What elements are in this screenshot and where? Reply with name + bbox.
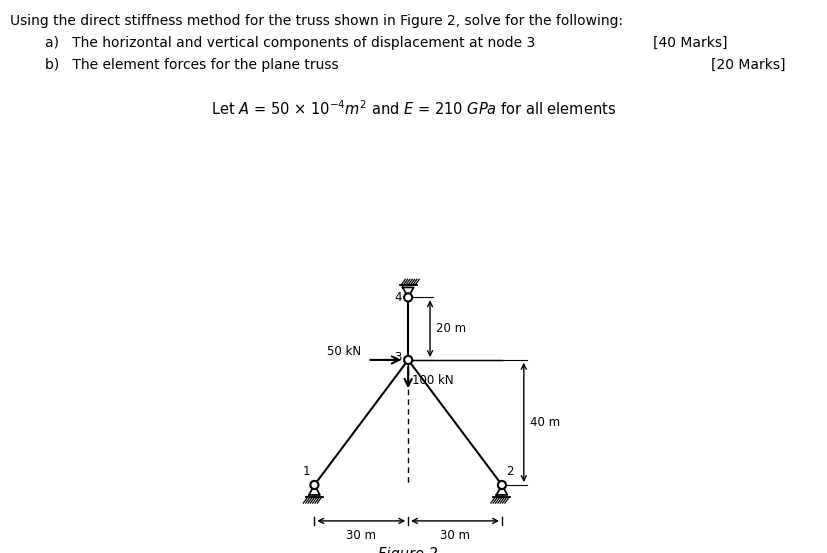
Text: 40 m: 40 m	[530, 416, 560, 429]
Text: 3: 3	[394, 351, 401, 364]
Text: 1: 1	[302, 465, 309, 478]
Text: [20 Marks]: [20 Marks]	[711, 58, 786, 72]
Text: 4: 4	[394, 291, 402, 304]
Circle shape	[404, 293, 412, 301]
Text: Figure 2: Figure 2	[378, 547, 438, 553]
Text: [40 Marks]: [40 Marks]	[653, 36, 728, 50]
Text: Let $A$ = 50 × 10$^{-4}$$m^2$ and $E$ = 210 $GPa$ for all elements: Let $A$ = 50 × 10$^{-4}$$m^2$ and $E$ = …	[211, 100, 616, 118]
Circle shape	[498, 481, 506, 489]
Circle shape	[404, 356, 412, 364]
Text: 50 kN: 50 kN	[327, 346, 361, 358]
Text: b)   The element forces for the plane truss: b) The element forces for the plane trus…	[45, 58, 339, 72]
Text: Using the direct stiffness method for the truss shown in Figure 2, solve for the: Using the direct stiffness method for th…	[10, 14, 623, 28]
Text: 20 m: 20 m	[437, 322, 466, 335]
Text: 30 m: 30 m	[347, 529, 376, 542]
Text: 30 m: 30 m	[440, 529, 470, 542]
Text: 2: 2	[507, 465, 514, 478]
Text: a)   The horizontal and vertical components of displacement at node 3: a) The horizontal and vertical component…	[45, 36, 536, 50]
Circle shape	[310, 481, 318, 489]
Text: 100 kN: 100 kN	[412, 374, 453, 387]
